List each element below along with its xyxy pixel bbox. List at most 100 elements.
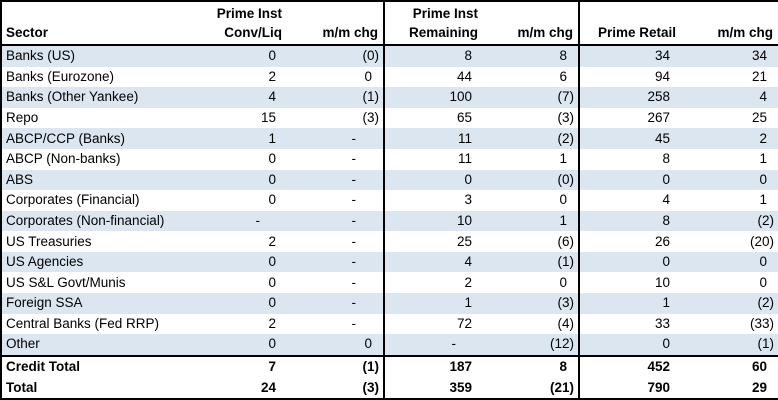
col-header-mm-chg-3: m/m chg [681, 1, 778, 45]
cell: - [287, 272, 385, 293]
row-label: Banks (US) [6, 48, 76, 64]
cell: 2 [268, 233, 276, 249]
cell: (0) [287, 45, 385, 67]
table-row: Repo 15 (3) 65 (3) 267 25 [1, 107, 778, 129]
col-header-sector: Sector [1, 1, 209, 45]
cell: 21 [751, 68, 767, 84]
cell: 25 [456, 233, 472, 249]
cell: 25 [751, 110, 767, 126]
cell: 0 [268, 192, 276, 208]
cell: (12) [483, 334, 580, 356]
table-row: US S&L Govt/Munis 0-2 0 10 0 [1, 272, 778, 293]
header-row: Sector Prime Inst Conv/Liq m/m chg Prime Ins… [1, 1, 778, 45]
cell: 60 [751, 359, 767, 375]
cell: 4 [759, 89, 767, 105]
cell: 2 [268, 315, 276, 331]
cell: 1 [483, 210, 580, 232]
col-header-top-line: Prime Inst [412, 6, 478, 21]
cell: (21) [483, 377, 580, 399]
row-label: Total [6, 379, 38, 395]
cell: - [287, 190, 385, 211]
cell: 15 [260, 110, 276, 126]
total-row: Total 24 (3) 359 (21) 790 29 [1, 377, 778, 399]
cell: (4) [483, 313, 580, 335]
cell: 8 [483, 355, 580, 378]
cell: 6 [483, 66, 580, 88]
row-label: Repo [6, 110, 39, 126]
cell: 0 [287, 334, 385, 356]
cell: 1 [464, 295, 472, 311]
cell: 10 [654, 274, 670, 290]
cell: 34 [654, 48, 670, 64]
cell: 29 [751, 379, 767, 395]
col-header-bottom-line: m/m chg [717, 25, 773, 40]
cell: 72 [456, 315, 472, 331]
row-label: Credit Total [6, 359, 80, 375]
table-row: Central Banks (Fed RRP) 2- 72 (4) 33 (33) [1, 313, 778, 335]
cell: 11 [457, 151, 472, 167]
cell: 33 [654, 315, 670, 331]
cell: 1 [268, 130, 276, 146]
cell: 0 [268, 171, 276, 187]
row-label: Banks (Other Yankee) [6, 89, 139, 105]
cell: 0 [268, 295, 276, 311]
cell: 4 [662, 192, 670, 208]
cell: (0) [483, 169, 580, 191]
cell: 8 [662, 212, 670, 228]
total-row: Credit Total 7 (1) 187 8 452 60 [1, 355, 778, 378]
table-body: Banks (US) 0 (0) 8 8 34 34 Banks (Eurozone) 2 0 44… [1, 45, 778, 399]
cell: 258 [647, 89, 670, 105]
cell: - [287, 210, 385, 232]
cell: 34 [751, 48, 767, 64]
cell: 24 [260, 379, 276, 395]
row-label: ABCP (Non-banks) [6, 151, 121, 167]
col-header-bottom-line: Remaining [408, 25, 478, 40]
cell: 0 [759, 274, 767, 290]
cell: 26 [654, 233, 670, 249]
cell: 44 [456, 68, 472, 84]
cell: 267 [647, 110, 670, 126]
cell: 790 [647, 379, 670, 395]
cell: 8 [483, 45, 580, 67]
row-label: Other [6, 336, 40, 352]
table-row: Banks (Eurozone) 2 0 44 6 94 21 [1, 66, 778, 88]
row-label: Corporates (Non-financial) [6, 212, 165, 228]
row-label: US Treasuries [6, 233, 92, 249]
cell: - [287, 148, 385, 170]
cell: 452 [647, 359, 670, 375]
cell: 0 [759, 171, 767, 187]
row-label: Central Banks (Fed RRP) [6, 315, 160, 331]
cell: - [287, 292, 385, 314]
row-label: Banks (Eurozone) [6, 68, 115, 84]
cell: 45 [654, 130, 670, 146]
col-header-mm-chg-1: m/m chg [287, 1, 385, 45]
cell: 0 [662, 336, 670, 352]
table-row: US Agencies 0-4 (1) 0 0 [1, 251, 778, 273]
cell: 0 [268, 274, 276, 290]
row-label: Corporates (Financial) [6, 192, 140, 208]
cell: 8 [662, 151, 670, 167]
table-header: Sector Prime Inst Conv/Liq m/m chg Prime Ins… [1, 1, 778, 45]
table-row: US Treasuries 2- 25 (6) 26 (20) [1, 231, 778, 252]
cell: (1) [287, 355, 385, 378]
cell: (1) [287, 87, 385, 108]
cell: 0 [268, 254, 276, 270]
row-label: US S&L Govt/Munis [6, 274, 126, 290]
table-row: ABS 0-0 (0) 0 0 [1, 169, 778, 191]
col-header-remaining: Prime Inst Remaining [384, 1, 483, 45]
cell: 2 [464, 274, 472, 290]
table-row: Banks (Other Yankee) 4 (1) 100 (7) 258 4 [1, 87, 778, 108]
cell: - [451, 336, 457, 352]
cell: - [287, 251, 385, 273]
col-header-mm-chg-2: m/m chg [483, 1, 580, 45]
col-header-bottom-line: m/m chg [322, 25, 378, 40]
cell: 65 [456, 110, 472, 126]
cell: (1) [483, 251, 580, 273]
table-row: Corporates (Non-financial) - - 10 1 8 (2) [1, 210, 778, 232]
col-header-bottom-line: Prime Retail [597, 25, 676, 40]
col-header-conv-liq: Prime Inst Conv/Liq [209, 1, 287, 45]
cell: 0 [483, 272, 580, 293]
cell: (3) [483, 292, 580, 314]
col-header-bottom-line: Sector [6, 25, 49, 40]
